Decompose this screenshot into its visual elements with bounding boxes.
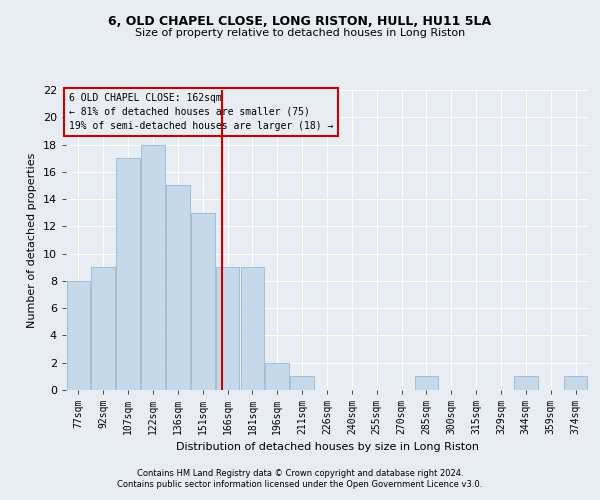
Bar (241, 268, 264, 390)
Text: Contains HM Land Registry data © Crown copyright and database right 2024.: Contains HM Land Registry data © Crown c… (137, 469, 463, 478)
Bar (141, 144, 165, 390)
Text: Size of property relative to detached houses in Long Riston: Size of property relative to detached ho… (135, 28, 465, 38)
Bar (91, 268, 115, 390)
Bar (415, 376, 438, 390)
Bar (265, 362, 289, 390)
Text: Contains public sector information licensed under the Open Government Licence v3: Contains public sector information licen… (118, 480, 482, 489)
Bar (514, 376, 538, 390)
Text: 6 OLD CHAPEL CLOSE: 162sqm
← 81% of detached houses are smaller (75)
19% of semi: 6 OLD CHAPEL CLOSE: 162sqm ← 81% of deta… (68, 93, 333, 131)
Text: 6, OLD CHAPEL CLOSE, LONG RISTON, HULL, HU11 5LA: 6, OLD CHAPEL CLOSE, LONG RISTON, HULL, … (109, 15, 491, 28)
Bar (290, 376, 314, 390)
Bar (116, 158, 140, 390)
Bar (67, 281, 90, 390)
Bar (166, 186, 190, 390)
Bar (216, 268, 239, 390)
Text: Distribution of detached houses by size in Long Riston: Distribution of detached houses by size … (176, 442, 479, 452)
Y-axis label: Number of detached properties: Number of detached properties (27, 152, 37, 328)
Bar (191, 212, 215, 390)
Bar (564, 376, 587, 390)
